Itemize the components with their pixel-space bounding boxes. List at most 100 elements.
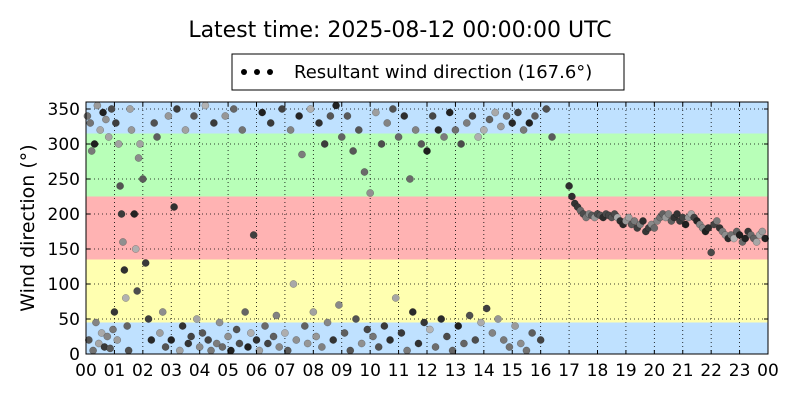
data-point [485, 115, 494, 124]
data-point [210, 119, 218, 127]
data-point [113, 336, 122, 344]
x-tick-label: 22 [700, 361, 722, 381]
y-tick-label: 350 [48, 100, 80, 120]
data-point [264, 339, 272, 348]
x-tick-label: 18 [587, 361, 609, 381]
data-point [111, 119, 120, 127]
data-point [386, 336, 394, 344]
data-point [84, 336, 93, 344]
direction-bands [86, 102, 768, 354]
data-point [187, 332, 195, 341]
data-point [86, 119, 95, 127]
data-point [292, 336, 301, 344]
data-point [477, 318, 485, 327]
data-point [175, 346, 184, 355]
data-point [445, 108, 454, 117]
data-point [298, 150, 306, 159]
data-point [173, 105, 181, 113]
data-point [201, 101, 210, 110]
x-tick-label: 04 [189, 361, 211, 381]
data-point [224, 332, 232, 341]
data-point [107, 105, 116, 113]
data-point [673, 210, 681, 218]
data-point [89, 346, 97, 355]
data-point [548, 133, 556, 141]
data-point [391, 294, 400, 302]
data-point [451, 126, 460, 134]
data-point [494, 315, 502, 323]
data-point [735, 231, 744, 239]
data-point [508, 119, 517, 127]
data-point [153, 133, 161, 141]
data-point [258, 108, 267, 117]
x-tick-label: 09 [331, 361, 353, 381]
data-point [346, 346, 355, 355]
data-point [639, 217, 647, 225]
data-point [106, 344, 115, 353]
data-point [730, 234, 738, 243]
data-point [241, 308, 249, 316]
x-tick-label: 17 [558, 361, 580, 381]
x-tick-label: 00 [75, 361, 97, 381]
legend-marker [254, 69, 260, 75]
data-point [752, 238, 761, 246]
data-point [312, 332, 321, 341]
data-point [150, 119, 159, 127]
data-point [630, 217, 639, 225]
data-point [235, 339, 244, 348]
data-point [374, 343, 383, 351]
data-point [156, 329, 164, 337]
data-point [354, 126, 363, 134]
data-point [244, 343, 252, 351]
data-point [109, 325, 117, 334]
data-point [516, 339, 525, 348]
x-tick-label: 19 [615, 361, 637, 381]
data-point [99, 108, 107, 117]
y-tick-label: 150 [48, 240, 80, 260]
x-tick-label: 23 [729, 361, 751, 381]
data-point [281, 329, 289, 337]
data-point [340, 329, 349, 337]
data-point [195, 343, 204, 351]
data-point [184, 339, 193, 348]
x-tick-label: 16 [530, 361, 552, 381]
data-point [116, 182, 124, 190]
data-points [83, 101, 770, 355]
data-point [437, 315, 446, 323]
data-point [114, 140, 123, 148]
data-point [121, 294, 130, 302]
data-point [369, 332, 377, 341]
direction-band [86, 102, 768, 134]
data-point [164, 112, 173, 120]
data-point [326, 112, 335, 120]
legend-marker [267, 69, 273, 75]
data-point [306, 105, 315, 113]
grid-lines [86, 102, 768, 354]
legend-box [231, 53, 625, 91]
data-point [90, 140, 99, 148]
data-point [425, 325, 434, 334]
data-point [295, 112, 303, 120]
legend-marker [241, 69, 247, 75]
x-tick-label: 00 [757, 361, 779, 381]
data-point [411, 126, 420, 134]
data-point [212, 339, 221, 348]
data-point [394, 133, 403, 141]
data-point [741, 234, 750, 243]
data-point [158, 308, 167, 316]
data-point [468, 112, 477, 120]
data-point [482, 304, 491, 313]
data-point [110, 308, 119, 316]
data-point [275, 343, 284, 351]
data-point [94, 339, 103, 348]
data-point [127, 126, 136, 134]
x-tick-label: 01 [104, 361, 126, 381]
data-point [531, 112, 539, 120]
data-point [505, 343, 514, 351]
data-point [443, 332, 451, 341]
data-point [428, 112, 437, 120]
data-point [460, 339, 468, 348]
data-point [440, 133, 448, 141]
data-point [335, 301, 343, 309]
x-tick-label: 14 [473, 361, 495, 381]
